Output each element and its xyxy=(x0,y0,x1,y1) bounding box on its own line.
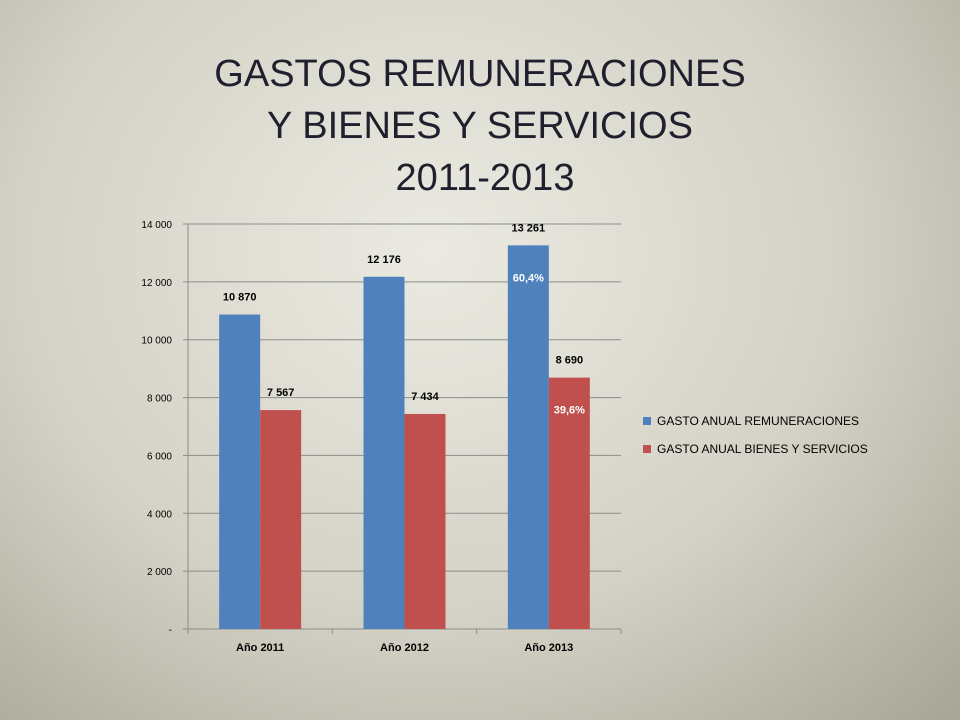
chart-title: GASTOS REMUNERACIONES Y BIENES Y SERVICI… xyxy=(0,48,960,204)
data-label: 7 434 xyxy=(411,391,439,403)
percent-label: 39,6% xyxy=(554,405,585,417)
y-tick-label: 10 000 xyxy=(141,336,172,347)
bar-bienes-servicios xyxy=(260,410,302,629)
percent-label: 60,4% xyxy=(513,272,544,284)
bar-bienes-servicios xyxy=(404,413,446,629)
title-line-2: Y BIENES Y SERVICIOS xyxy=(267,105,693,147)
data-label: 10 870 xyxy=(223,292,257,304)
title-line-1: GASTOS REMUNERACIONES xyxy=(214,53,746,95)
y-tick-label: 2 000 xyxy=(147,567,172,578)
bar-remuneraciones xyxy=(219,314,261,629)
bar-bienes-servicios xyxy=(548,377,590,629)
data-label: 7 567 xyxy=(267,387,295,399)
y-tick-label: - xyxy=(169,625,172,636)
category-label: Año 2011 xyxy=(236,642,284,654)
y-tick-label: 8 000 xyxy=(147,394,172,405)
y-tick-label: 6 000 xyxy=(147,451,172,462)
category-label: Año 2013 xyxy=(524,642,573,654)
bar-remuneraciones xyxy=(363,276,405,629)
bar-remuneraciones xyxy=(507,245,549,629)
data-label: 13 261 xyxy=(512,222,546,234)
legend-label: GASTO ANUAL BIENES Y SERVICIOS xyxy=(657,442,868,456)
y-tick-label: 14 000 xyxy=(141,220,172,231)
data-label: 12 176 xyxy=(367,254,401,266)
legend-swatch xyxy=(643,417,651,425)
y-tick-label: 12 000 xyxy=(141,278,172,289)
legend-label: GASTO ANUAL REMUNERACIONES xyxy=(657,414,859,428)
data-label: 8 690 xyxy=(556,355,584,367)
legend-swatch xyxy=(643,445,651,453)
y-tick-label: 4 000 xyxy=(147,509,172,520)
title-line-3: 2011-2013 xyxy=(395,157,575,199)
category-label: Año 2012 xyxy=(380,642,429,654)
